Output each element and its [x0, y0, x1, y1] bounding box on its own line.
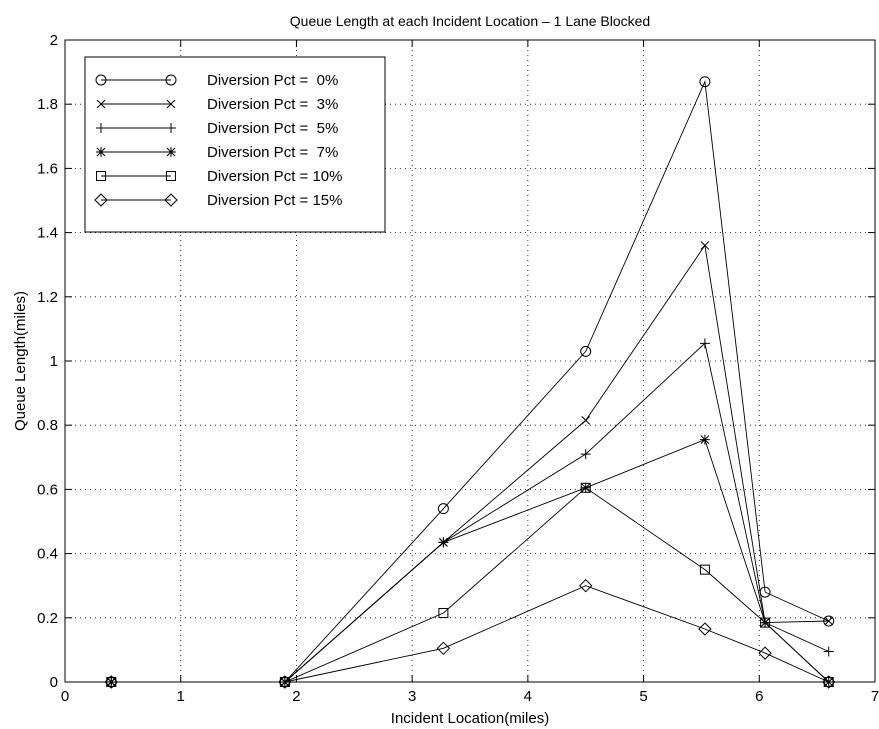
y-tick-label: 1 — [50, 353, 58, 370]
series-group — [104, 76, 836, 689]
data-point-plus — [96, 123, 106, 133]
data-point-circle — [165, 74, 177, 86]
x-tick-label: 5 — [639, 688, 647, 705]
data-series — [104, 578, 836, 689]
legend-item: Diversion Pct = 7% — [96, 144, 338, 161]
legend-label: Diversion Pct = 7% — [207, 144, 338, 161]
axis-ticks: 0 1 2 3 4 5 6 7 0 0.2 0.4 0.6 0.8 1 1.2 1.4 1.6 1.8 2 — [37, 32, 879, 705]
data-point-x — [700, 241, 710, 250]
chart-title: Queue Length at each Incident Location –… — [290, 13, 650, 29]
y-tick-label: 1.4 — [37, 225, 58, 242]
data-point-square — [438, 607, 449, 618]
data-point-plus — [580, 449, 591, 460]
data-point-diamond — [698, 622, 712, 636]
data-point-star — [438, 537, 449, 548]
data-point-star — [699, 434, 710, 445]
legend-label: Diversion Pct = 3% — [207, 96, 338, 113]
data-point-circle — [580, 345, 592, 357]
data-series — [106, 482, 834, 687]
data-point-square — [699, 564, 710, 575]
series-line — [111, 585, 829, 683]
data-point-diamond — [822, 675, 836, 689]
series-line — [111, 244, 829, 683]
data-series — [106, 241, 834, 687]
data-series — [106, 434, 834, 687]
y-tick-label: 1.8 — [37, 96, 58, 113]
legend-label: Diversion Pct = 0% — [207, 72, 338, 89]
data-series — [106, 338, 834, 687]
y-tick-label: 0.4 — [37, 546, 58, 563]
data-point-x — [166, 99, 176, 109]
legend-item: Diversion Pct = 5% — [96, 120, 338, 137]
x-tick-label: 6 — [755, 688, 763, 705]
series-line — [111, 439, 830, 683]
y-tick-label: 0.2 — [37, 610, 58, 627]
data-point-square — [96, 171, 106, 181]
data-point-star — [106, 677, 117, 687]
x-axis-label: Incident Location(miles) — [391, 710, 549, 727]
legend-item: Diversion Pct = 3% — [96, 96, 338, 113]
data-point-diamond — [436, 641, 451, 656]
data-point-plus — [823, 646, 834, 657]
x-tick-label: 2 — [292, 688, 300, 705]
legend-item: Diversion Pct = 0% — [95, 72, 338, 89]
x-tick-label: 1 — [177, 688, 185, 705]
data-point-x — [824, 616, 834, 626]
legend-label: Diversion Pct = 5% — [207, 120, 338, 137]
y-tick-label: 0 — [50, 674, 58, 691]
y-tick-label: 1.2 — [37, 289, 58, 306]
data-point-x — [581, 416, 591, 425]
legend-label: Diversion Pct = 15% — [207, 192, 342, 209]
y-tick-label: 0.8 — [37, 417, 58, 434]
legend-item: Diversion Pct = 10% — [96, 168, 342, 185]
y-tick-label: 0.6 — [37, 481, 58, 498]
data-point-square — [166, 171, 176, 181]
data-point-circle — [437, 503, 449, 515]
data-point-star — [823, 677, 834, 687]
data-point-circle — [95, 74, 107, 86]
data-point-diamond — [94, 193, 108, 207]
x-tick-label: 7 — [871, 688, 879, 705]
y-axis-label: Queue Length(miles) — [12, 291, 29, 431]
data-point-diamond — [278, 675, 292, 689]
series-line — [111, 342, 829, 683]
data-point-star — [166, 147, 176, 157]
legend: Diversion Pct = 0% Diversion Pct = 3% Dive… — [84, 56, 386, 233]
data-point-diamond — [758, 646, 772, 660]
series-line — [111, 487, 830, 683]
data-point-star — [96, 147, 106, 157]
legend-box — [84, 56, 386, 233]
data-point-circle — [699, 76, 711, 88]
data-point-diamond — [164, 193, 178, 207]
data-point-x — [96, 99, 106, 109]
x-tick-label: 0 — [61, 688, 69, 705]
legend-item: Diversion Pct = 15% — [94, 192, 342, 209]
legend-label: Diversion Pct = 10% — [207, 168, 342, 185]
data-point-diamond — [104, 675, 118, 689]
y-tick-label: 1.6 — [37, 160, 58, 177]
data-point-square — [580, 482, 591, 493]
x-tick-label: 3 — [408, 688, 416, 705]
x-tick-label: 4 — [524, 688, 532, 705]
data-point-plus — [699, 338, 710, 349]
data-point-plus — [166, 123, 176, 133]
data-point-diamond — [579, 578, 593, 593]
y-tick-label: 2 — [50, 32, 58, 49]
data-point-square — [823, 677, 834, 687]
data-point-square — [760, 617, 771, 628]
